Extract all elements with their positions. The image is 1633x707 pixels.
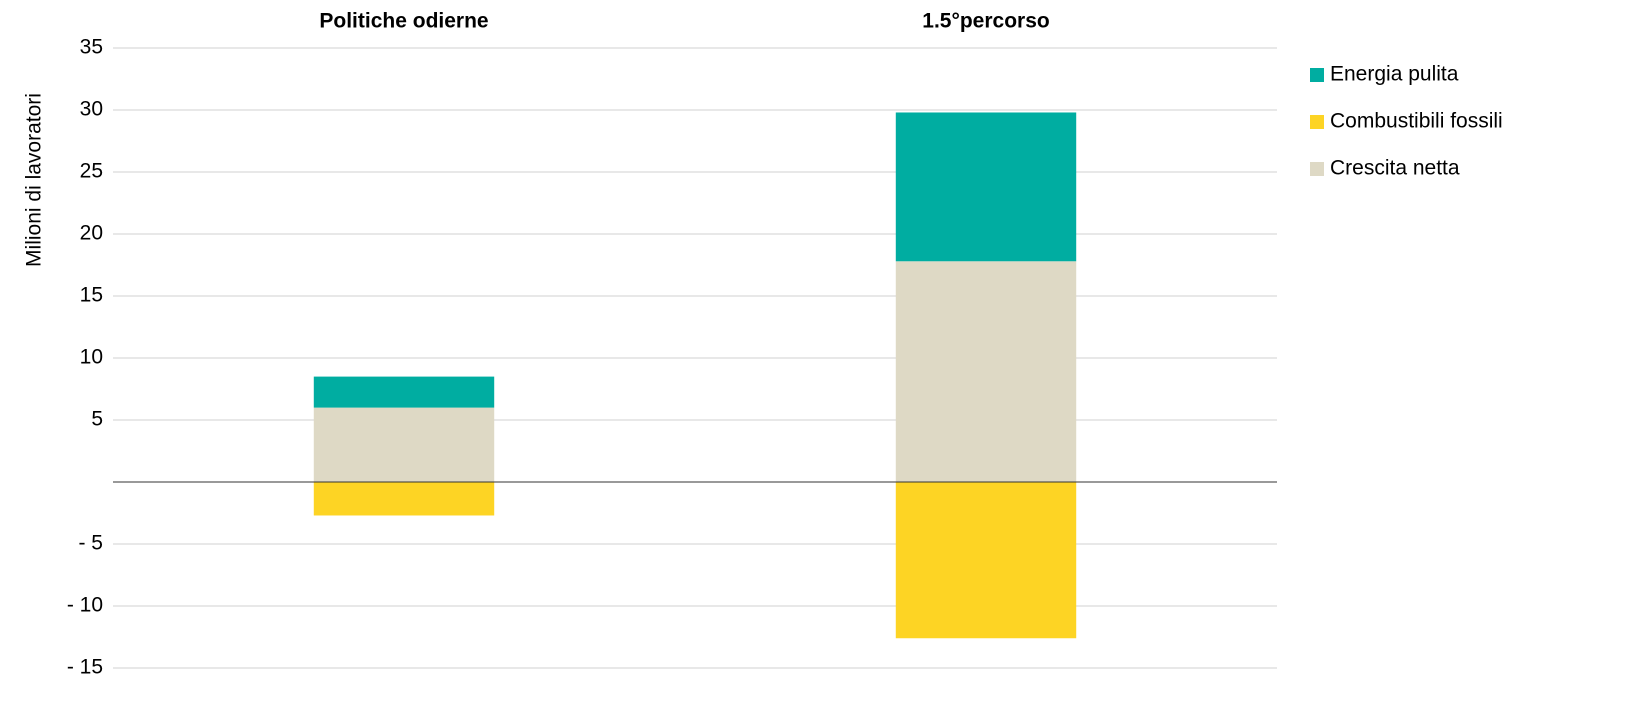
bar-segment (313, 376, 495, 408)
bar-segment (895, 112, 1077, 262)
legend-swatch (1310, 115, 1324, 129)
y-tick-label: - 10 (67, 594, 103, 617)
legend-label: Crescita netta (1330, 157, 1460, 180)
legend-swatch (1310, 162, 1324, 176)
y-axis-title: Milioni di lavoratori (23, 93, 46, 267)
bar-segment (313, 407, 495, 482)
legend-swatch (1310, 68, 1324, 82)
y-tick-label: 5 (91, 408, 103, 431)
y-tick-label: 10 (80, 346, 103, 369)
legend-label: Combustibili fossili (1330, 110, 1503, 133)
bar-segment (313, 482, 495, 516)
category-label: Politiche odierne (319, 10, 488, 33)
y-tick-label: - 15 (67, 656, 103, 679)
y-tick-label: 25 (80, 160, 103, 183)
y-tick-label: 15 (80, 284, 103, 307)
bar-segment (895, 261, 1077, 482)
category-label: 1.5°percorso (922, 10, 1049, 33)
y-tick-label: 30 (80, 98, 103, 121)
y-tick-label: 20 (80, 222, 103, 245)
y-tick-label: - 5 (78, 532, 103, 555)
legend-label: Energia pulita (1330, 63, 1459, 86)
y-tick-label: 35 (80, 36, 103, 59)
bar-segment (895, 482, 1077, 639)
